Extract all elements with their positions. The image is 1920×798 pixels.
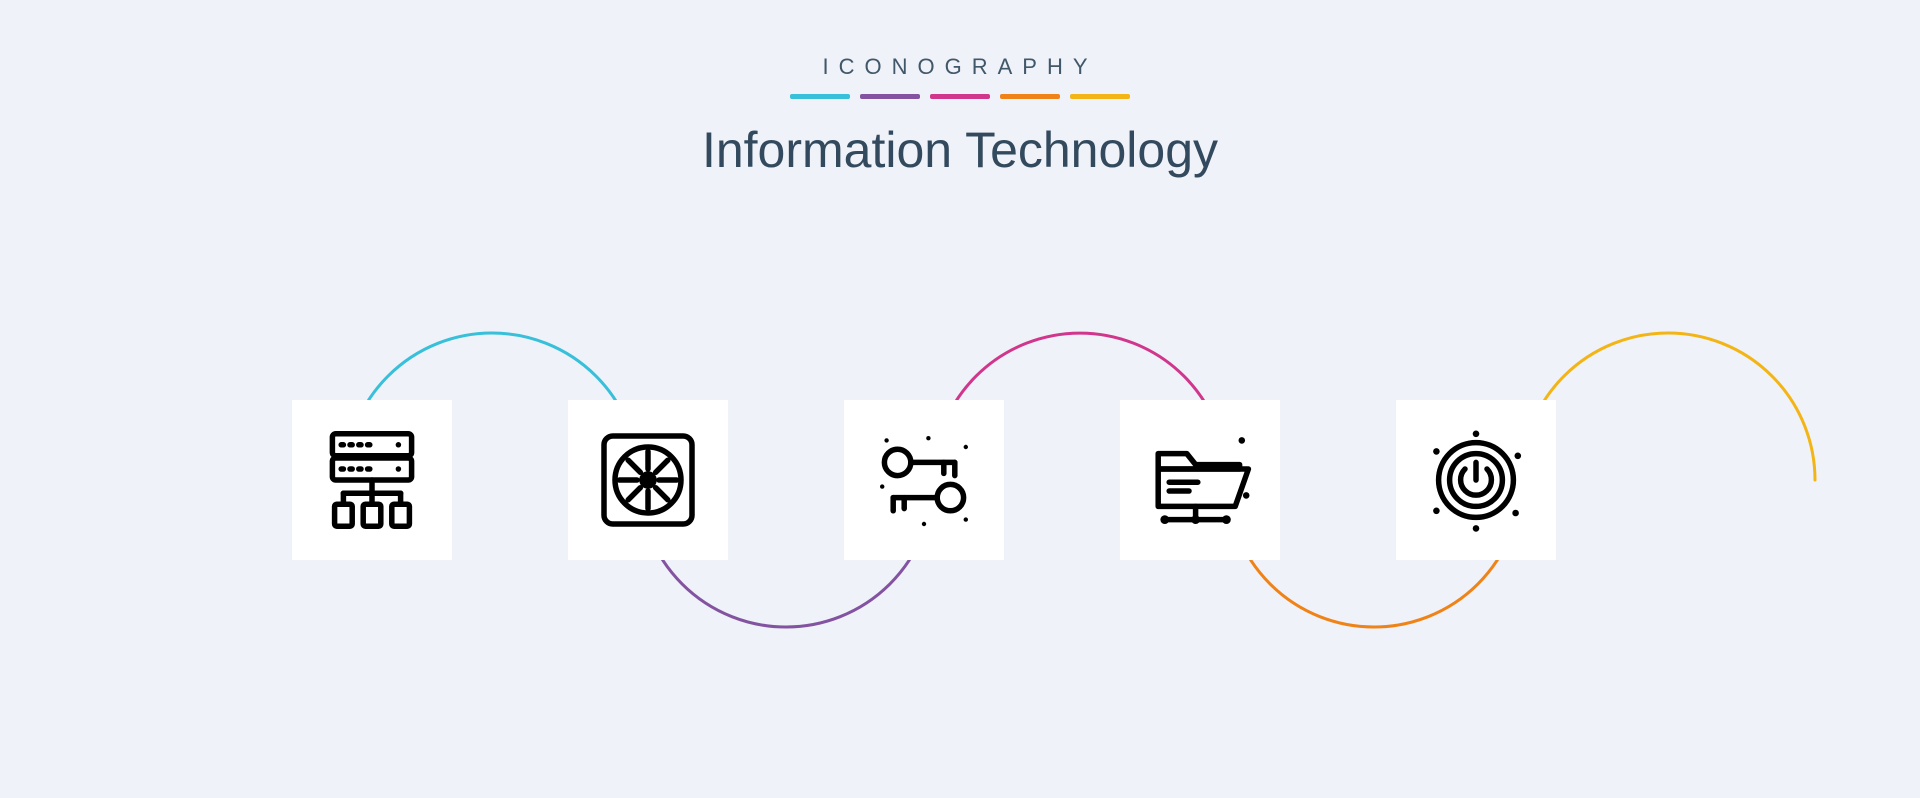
icon-tile-folder <box>1120 400 1280 560</box>
shared-folder-icon <box>1145 425 1255 535</box>
server-network-icon <box>317 425 427 535</box>
icon-tile-power <box>1396 400 1556 560</box>
wave-arc-5 <box>1521 333 1815 480</box>
power-button-icon <box>1421 425 1531 535</box>
icon-tile-keys <box>844 400 1004 560</box>
wave-connector <box>120 0 1920 798</box>
icon-tile-fan <box>568 400 728 560</box>
cooling-fan-icon <box>593 425 703 535</box>
icon-tile-server <box>292 400 452 560</box>
encryption-keys-icon <box>869 425 979 535</box>
